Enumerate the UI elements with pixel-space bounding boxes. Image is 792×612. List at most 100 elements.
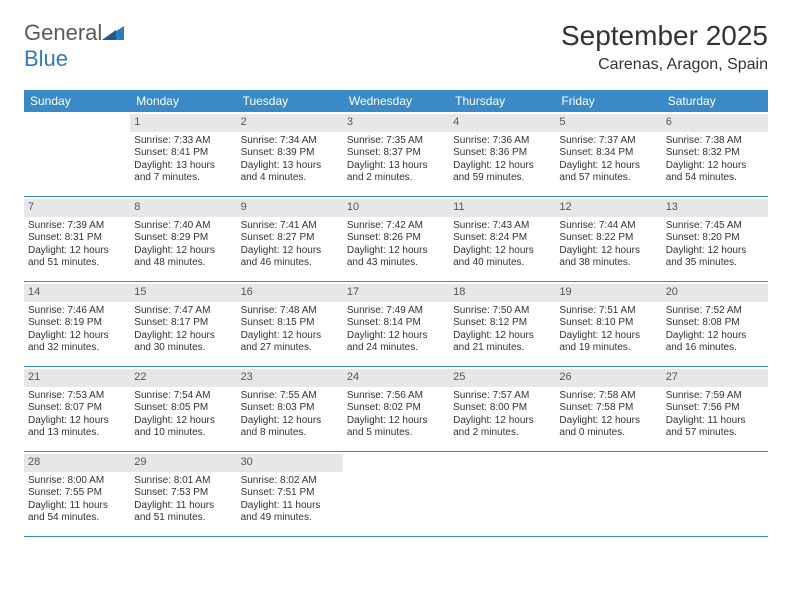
sunset-text: Sunset: 8:32 PM	[666, 147, 764, 160]
day-number: 17	[343, 284, 449, 302]
sunset-text: Sunset: 8:24 PM	[453, 232, 551, 245]
sunrise-text: Sunrise: 7:34 AM	[241, 135, 339, 148]
sunset-text: Sunset: 8:19 PM	[28, 317, 126, 330]
day-number: 18	[449, 284, 555, 302]
day-number: 6	[662, 114, 768, 132]
day-cell: 12Sunrise: 7:44 AMSunset: 8:22 PMDayligh…	[555, 197, 661, 281]
dow-tuesday: Tuesday	[237, 90, 343, 112]
sunrise-text: Sunrise: 7:51 AM	[559, 305, 657, 318]
daylight-text: Daylight: 12 hours and 27 minutes.	[241, 330, 339, 355]
day-number: 25	[449, 369, 555, 387]
day-cell: 17Sunrise: 7:49 AMSunset: 8:14 PMDayligh…	[343, 282, 449, 366]
calendar: Sunday Monday Tuesday Wednesday Thursday…	[24, 90, 768, 537]
location: Carenas, Aragon, Spain	[561, 56, 768, 74]
day-number: 26	[555, 369, 661, 387]
sunset-text: Sunset: 7:58 PM	[559, 402, 657, 415]
sunrise-text: Sunrise: 7:46 AM	[28, 305, 126, 318]
sunrise-text: Sunrise: 7:36 AM	[453, 135, 551, 148]
sunrise-text: Sunrise: 7:39 AM	[28, 220, 126, 233]
sunrise-text: Sunrise: 7:57 AM	[453, 390, 551, 403]
day-cell: 2Sunrise: 7:34 AMSunset: 8:39 PMDaylight…	[237, 112, 343, 196]
daylight-text: Daylight: 12 hours and 19 minutes.	[559, 330, 657, 355]
sunset-text: Sunset: 7:55 PM	[28, 487, 126, 500]
day-number: 16	[237, 284, 343, 302]
sunset-text: Sunset: 8:26 PM	[347, 232, 445, 245]
day-number: 5	[555, 114, 661, 132]
day-cell: 29Sunrise: 8:01 AMSunset: 7:53 PMDayligh…	[130, 452, 236, 536]
sunset-text: Sunset: 8:37 PM	[347, 147, 445, 160]
day-cell: 9Sunrise: 7:41 AMSunset: 8:27 PMDaylight…	[237, 197, 343, 281]
weeks-container: 1Sunrise: 7:33 AMSunset: 8:41 PMDaylight…	[24, 112, 768, 537]
day-cell: 22Sunrise: 7:54 AMSunset: 8:05 PMDayligh…	[130, 367, 236, 451]
sunset-text: Sunset: 7:53 PM	[134, 487, 232, 500]
daylight-text: Daylight: 12 hours and 8 minutes.	[241, 415, 339, 440]
sunrise-text: Sunrise: 7:40 AM	[134, 220, 232, 233]
dow-monday: Monday	[130, 90, 236, 112]
daylight-text: Daylight: 11 hours and 49 minutes.	[241, 500, 339, 525]
day-cell	[555, 452, 661, 536]
day-cell: 18Sunrise: 7:50 AMSunset: 8:12 PMDayligh…	[449, 282, 555, 366]
daylight-text: Daylight: 12 hours and 38 minutes.	[559, 245, 657, 270]
sunrise-text: Sunrise: 7:58 AM	[559, 390, 657, 403]
day-number: 19	[555, 284, 661, 302]
day-number: 3	[343, 114, 449, 132]
sunset-text: Sunset: 8:14 PM	[347, 317, 445, 330]
day-cell: 10 Sunrise: 7:42 AMSunset: 8:26 PMDayligh…	[343, 197, 449, 281]
day-number: 11	[449, 199, 555, 217]
daylight-text: Daylight: 12 hours and 0 minutes.	[559, 415, 657, 440]
sunrise-text: Sunrise: 7:35 AM	[347, 135, 445, 148]
daylight-text: Daylight: 13 hours and 7 minutes.	[134, 160, 232, 185]
sunrise-text: Sunrise: 7:44 AM	[559, 220, 657, 233]
day-cell: 6Sunrise: 7:38 AMSunset: 8:32 PMDaylight…	[662, 112, 768, 196]
daylight-text: Daylight: 11 hours and 54 minutes.	[28, 500, 126, 525]
logo-word2: Blue	[24, 46, 68, 71]
week-row: 7Sunrise: 7:39 AMSunset: 8:31 PMDaylight…	[24, 197, 768, 282]
sunset-text: Sunset: 8:36 PM	[453, 147, 551, 160]
daylight-text: Daylight: 12 hours and 21 minutes.	[453, 330, 551, 355]
daylight-text: Daylight: 12 hours and 43 minutes.	[347, 245, 445, 270]
daylight-text: Daylight: 12 hours and 40 minutes.	[453, 245, 551, 270]
day-cell	[24, 112, 130, 196]
week-row: 1Sunrise: 7:33 AMSunset: 8:41 PMDaylight…	[24, 112, 768, 197]
sunrise-text: Sunrise: 7:48 AM	[241, 305, 339, 318]
day-cell: 24Sunrise: 7:56 AMSunset: 8:02 PMDayligh…	[343, 367, 449, 451]
day-cell: 5Sunrise: 7:37 AMSunset: 8:34 PMDaylight…	[555, 112, 661, 196]
sunset-text: Sunset: 8:07 PM	[28, 402, 126, 415]
day-cell: 8Sunrise: 7:40 AMSunset: 8:29 PMDaylight…	[130, 197, 236, 281]
sunset-text: Sunset: 7:51 PM	[241, 487, 339, 500]
sunrise-text: Sunrise: 7:41 AM	[241, 220, 339, 233]
sunset-text: Sunset: 8:10 PM	[559, 317, 657, 330]
sunset-text: Sunset: 8:29 PM	[134, 232, 232, 245]
daylight-text: Daylight: 12 hours and 24 minutes.	[347, 330, 445, 355]
sunrise-text: Sunrise: 7:43 AM	[453, 220, 551, 233]
day-number: 7	[24, 199, 130, 217]
sunrise-text: Sunrise: 8:00 AM	[28, 475, 126, 488]
dow-row: Sunday Monday Tuesday Wednesday Thursday…	[24, 90, 768, 112]
day-number: 23	[237, 369, 343, 387]
day-number: 13	[662, 199, 768, 217]
day-cell: 15Sunrise: 7:47 AMSunset: 8:17 PMDayligh…	[130, 282, 236, 366]
logo: General Blue	[24, 20, 124, 72]
daylight-text: Daylight: 11 hours and 57 minutes.	[666, 415, 764, 440]
day-cell: 11 Sunrise: 7:43 AMSunset: 8:24 PMDayligh…	[449, 197, 555, 281]
sunset-text: Sunset: 8:41 PM	[134, 147, 232, 160]
logo-mark-icon	[102, 20, 124, 46]
day-cell	[662, 452, 768, 536]
logo-text: General Blue	[24, 20, 124, 72]
daylight-text: Daylight: 12 hours and 59 minutes.	[453, 160, 551, 185]
daylight-text: Daylight: 13 hours and 4 minutes.	[241, 160, 339, 185]
day-number: 4	[449, 114, 555, 132]
sunrise-text: Sunrise: 8:02 AM	[241, 475, 339, 488]
daylight-text: Daylight: 12 hours and 35 minutes.	[666, 245, 764, 270]
day-cell: 7Sunrise: 7:39 AMSunset: 8:31 PMDaylight…	[24, 197, 130, 281]
day-number: 30	[237, 454, 343, 472]
dow-friday: Friday	[555, 90, 661, 112]
sunrise-text: Sunrise: 7:38 AM	[666, 135, 764, 148]
daylight-text: Daylight: 12 hours and 48 minutes.	[134, 245, 232, 270]
sunrise-text: Sunrise: 7:47 AM	[134, 305, 232, 318]
sunset-text: Sunset: 8:08 PM	[666, 317, 764, 330]
sunrise-text: Sunrise: 7:42 AM	[347, 220, 445, 233]
day-number: 10	[343, 199, 449, 217]
daylight-text: Daylight: 12 hours and 32 minutes.	[28, 330, 126, 355]
sunrise-text: Sunrise: 7:33 AM	[134, 135, 232, 148]
